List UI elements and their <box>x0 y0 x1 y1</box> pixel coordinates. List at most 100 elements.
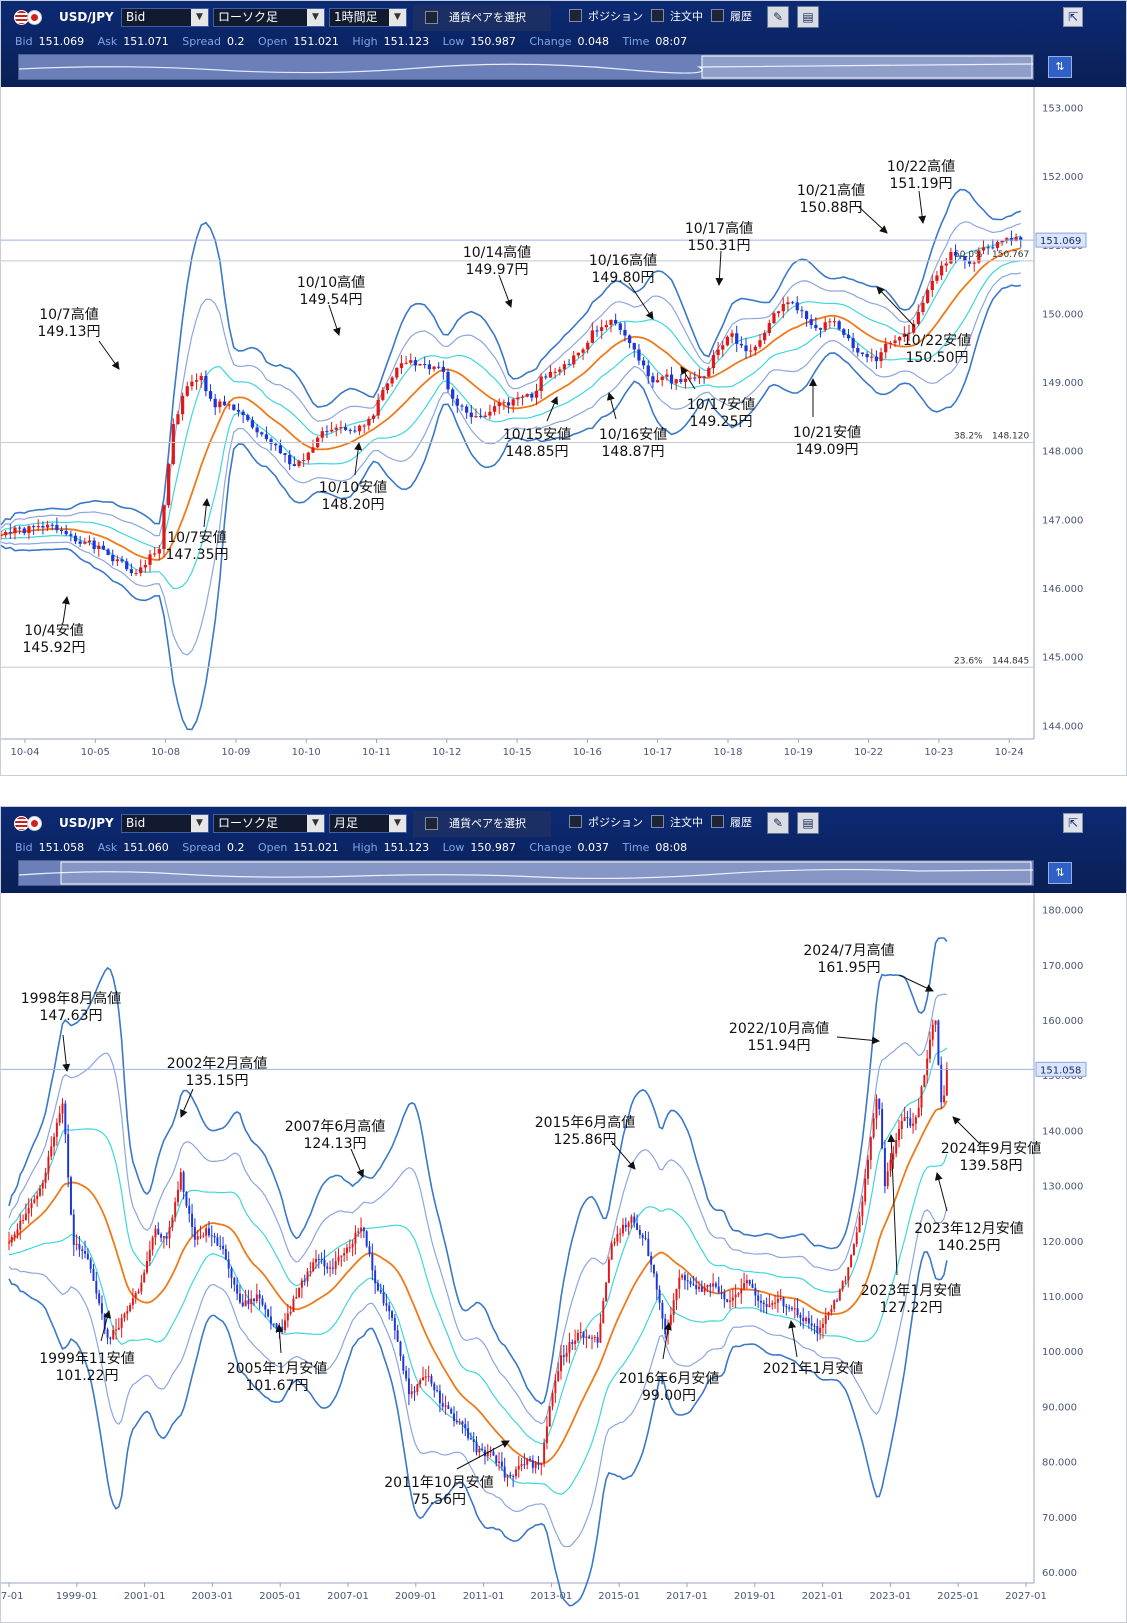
settings-panel-icon[interactable]: ▤ <box>797 812 819 834</box>
candle-body <box>923 1075 926 1087</box>
select-pair-button[interactable]: 通貨ペアを選択 <box>413 811 551 837</box>
orders-checkbox[interactable] <box>651 9 664 22</box>
chevron-down-icon: ▼ <box>307 815 324 832</box>
candle-body <box>1 535 3 537</box>
navigator-toggle-icon[interactable]: ⇅ <box>1048 862 1072 884</box>
annotation-arrow <box>202 498 211 528</box>
candle-body <box>872 1118 875 1138</box>
candle-body <box>27 526 31 534</box>
candle-body <box>258 1294 261 1299</box>
candle-body <box>125 561 129 570</box>
candle-body <box>460 405 464 407</box>
collapse-icon[interactable]: ⇱ <box>1063 7 1083 27</box>
chart-navigator-scrollbar[interactable] <box>18 54 1034 80</box>
candle-body <box>588 1336 591 1339</box>
candle-body <box>591 1337 593 1339</box>
orders-checkbox[interactable] <box>651 815 664 828</box>
positions-checkbox[interactable] <box>569 815 582 828</box>
price-type-select[interactable]: Bid ▼ <box>121 8 209 27</box>
candle-body <box>600 327 604 331</box>
annotation-arrow <box>498 274 513 308</box>
time-label: Time <box>622 35 650 48</box>
candle-body <box>275 1323 278 1329</box>
candle-body <box>953 251 958 256</box>
symbol-label[interactable]: USD/JPY <box>59 10 114 24</box>
candle-body <box>630 1216 633 1223</box>
annotation-title: 10/21安値 <box>793 425 861 441</box>
low-value: 150.987 <box>470 35 516 48</box>
drawing-tool-icon[interactable]: ✎ <box>767 812 789 834</box>
candle-body <box>881 1109 884 1149</box>
candle-body <box>111 554 115 562</box>
candle-body <box>967 261 972 264</box>
candle-body <box>604 324 608 328</box>
candle-body <box>171 424 175 464</box>
y-tick-label: 110.000 <box>1042 1292 1083 1303</box>
candle-body <box>878 1098 881 1110</box>
navigator-toggle-icon[interactable]: ⇅ <box>1048 56 1072 78</box>
candle-body <box>963 256 967 262</box>
drawing-tool-icon[interactable]: ✎ <box>767 6 789 28</box>
candle-body <box>627 1222 630 1228</box>
price-chart-hourly[interactable]: 153.000152.000151.000150.000149.000148.0… <box>1 87 1127 777</box>
candle-body <box>850 1255 853 1268</box>
candle-body <box>672 1300 675 1315</box>
candle-body <box>437 366 441 368</box>
chevron-down-icon: ▼ <box>389 815 406 832</box>
x-tick-label: 2015-01 <box>598 1591 640 1602</box>
timeframe-select[interactable]: 月足 ▼ <box>329 814 407 833</box>
select-pair-checkbox[interactable] <box>425 11 438 24</box>
annotation-price: 147.63円 <box>40 1008 103 1024</box>
candle-body <box>22 528 26 534</box>
timeframe-select[interactable]: 1時間足 ▼ <box>329 8 407 27</box>
symbol-label[interactable]: USD/JPY <box>59 816 114 830</box>
high-value: 151.123 <box>383 35 430 48</box>
candle-body <box>202 1235 205 1237</box>
annotation-title: 10/10安値 <box>319 480 387 496</box>
candle-body <box>551 1393 554 1407</box>
candle-body <box>810 1323 813 1326</box>
chart-navigator-scrollbar[interactable] <box>18 860 1034 886</box>
history-checkbox[interactable] <box>711 815 724 828</box>
ask-value: 151.071 <box>123 35 169 48</box>
annotation-arrow <box>836 1036 880 1045</box>
candle-body <box>893 340 897 344</box>
candle-body <box>512 1476 515 1478</box>
candle-body <box>749 350 753 352</box>
candle-body <box>539 376 543 391</box>
candle-body <box>830 1308 833 1313</box>
candle-body <box>855 1232 858 1245</box>
candle-body <box>455 1420 458 1423</box>
candle-body <box>516 397 520 400</box>
candle-body <box>937 1020 940 1065</box>
candle-body <box>230 1268 233 1278</box>
candle-body <box>123 1313 126 1318</box>
spread-value: 0.2 <box>226 35 245 48</box>
candle-body <box>36 526 40 528</box>
open-label: Open <box>257 35 288 48</box>
history-checkbox[interactable] <box>711 9 724 22</box>
price-type-select[interactable]: Bid ▼ <box>121 814 209 833</box>
candle-body <box>582 1331 585 1338</box>
chart-kind-select[interactable]: ローソク足 ▼ <box>213 814 325 833</box>
candle-body <box>502 402 506 404</box>
annotation-title: 1999年11安値 <box>39 1351 134 1367</box>
price-chart-monthly[interactable]: 180.000170.000160.000150.000140.000130.0… <box>1 893 1127 1623</box>
settings-panel-icon[interactable]: ▤ <box>797 6 819 28</box>
select-pair-checkbox[interactable] <box>425 817 438 830</box>
candle-body <box>814 324 818 329</box>
select-pair-button[interactable]: 通貨ペアを選択 <box>413 5 551 31</box>
chart-kind-select[interactable]: ローソク足 ▼ <box>213 8 325 27</box>
candle-body <box>926 1058 929 1076</box>
candle-body <box>632 343 636 350</box>
candle-body <box>385 1303 388 1306</box>
timeframe-value: 月足 <box>334 816 359 830</box>
fibonacci-level-label: 23.6% <box>954 656 983 666</box>
x-tick-label: 2001-01 <box>124 1591 166 1602</box>
positions-checkbox[interactable] <box>569 9 582 22</box>
candle-body <box>907 332 911 334</box>
candle-body <box>544 376 548 378</box>
collapse-icon[interactable]: ⇱ <box>1063 813 1083 833</box>
navigator-overview <box>19 861 1033 885</box>
candle-body <box>343 427 348 430</box>
